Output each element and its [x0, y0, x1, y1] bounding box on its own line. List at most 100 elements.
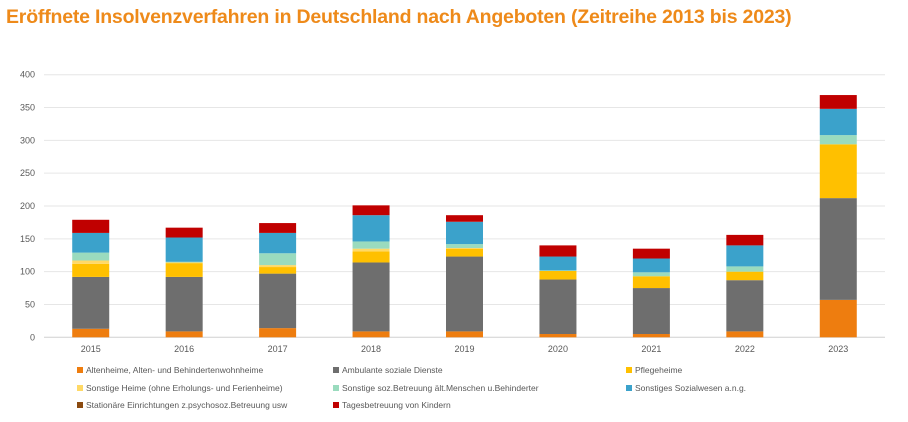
bar-segment: [352, 241, 390, 249]
legend-swatch: [626, 385, 632, 391]
bar-segment: [632, 276, 670, 289]
legend-item: Sonstige soz.Betreuung ält.Menschen u.Be…: [333, 383, 539, 393]
bar-segment: [72, 252, 110, 261]
bar-segment: [726, 280, 764, 332]
bar-segment: [165, 331, 203, 338]
bar-segment: [72, 263, 110, 277]
legend-item: Tagesbetreuung von Kindern: [333, 400, 451, 410]
bar-segment: [446, 248, 483, 257]
bar-segment: [819, 135, 857, 145]
bar-segment: [72, 328, 110, 338]
bar-segment: [726, 271, 764, 281]
legend-swatch: [77, 367, 83, 373]
bar-segment: [352, 262, 390, 332]
y-tick-label: 300: [20, 135, 35, 145]
legend-swatch: [77, 402, 83, 408]
bar-segment: [72, 219, 110, 233]
bar-segment: [632, 272, 670, 277]
bar-segment: [259, 267, 297, 274]
bar-segment: [819, 299, 857, 338]
y-tick-label: 0: [30, 332, 35, 342]
legend-item: Stationäre Einrichtungen z.psychosoz.Bet…: [77, 400, 287, 410]
bar-segment: [352, 331, 390, 338]
bar-segment: [352, 205, 390, 216]
x-tick-label: 2020: [548, 344, 568, 354]
legend: Altenheime, Alten- und Behindertenwohnhe…: [0, 360, 908, 420]
legend-label: Sonstige Heime (ohne Erholungs- und Feri…: [86, 383, 283, 393]
legend-item: Ambulante soziale Dienste: [333, 365, 443, 375]
legend-item: Pflegeheime: [626, 365, 682, 375]
legend-label: Sonstige soz.Betreuung ält.Menschen u.Be…: [342, 383, 539, 393]
legend-item: Sonstiges Sozialwesen a.n.g.: [626, 383, 746, 393]
bar-segment: [539, 279, 577, 335]
legend-label: Ambulante soziale Dienste: [342, 365, 443, 375]
bar-segment: [632, 248, 670, 259]
bar-segment: [539, 270, 577, 271]
bars: [72, 95, 857, 338]
bar-segment: [446, 331, 483, 338]
y-tick-label: 200: [20, 201, 35, 211]
bar-segment: [819, 198, 857, 300]
legend-swatch: [333, 402, 339, 408]
bar-segment: [632, 334, 670, 338]
bar-segment: [819, 144, 857, 199]
chart-title: Eröffnete Insolvenzverfahren in Deutschl…: [6, 6, 792, 28]
bar-segment: [352, 215, 390, 242]
legend-label: Sonstiges Sozialwesen a.n.g.: [635, 383, 747, 393]
bar-segment: [165, 227, 203, 238]
legend-label: Pflegeheime: [635, 365, 683, 375]
bar-segment: [539, 334, 577, 338]
x-axis-ticks: 2015 2016 2017 2018 2019 2020 2021 2022 2023: [81, 344, 849, 354]
x-tick-label: 2016: [174, 344, 194, 354]
legend-item: Altenheime, Alten- und Behindertenwohnhe…: [77, 365, 263, 375]
y-tick-label: 250: [20, 168, 35, 178]
x-tick-label: 2015: [81, 344, 101, 354]
bar-segment: [72, 232, 110, 253]
x-tick-label: 2019: [454, 344, 474, 354]
legend-label: Stationäre Einrichtungen z.psychosoz.Bet…: [86, 400, 288, 410]
legend-label: Altenheime, Alten- und Behindertenwohnhe…: [86, 365, 264, 375]
bar-segment: [726, 331, 764, 338]
bar-segment: [539, 256, 577, 271]
bar-segment: [632, 258, 670, 273]
bar-segment: [72, 260, 110, 264]
bar-segment: [819, 95, 857, 109]
bar-stack-2023: [819, 95, 857, 338]
y-tick-label: 350: [20, 103, 35, 113]
bar-segment: [726, 234, 764, 246]
bar-segment: [539, 245, 577, 257]
bar-stack-2022: [726, 234, 764, 338]
bar-stack-2021: [632, 248, 670, 338]
bar-segment: [726, 266, 764, 272]
bar-segment: [446, 248, 483, 249]
bar-segment: [165, 276, 203, 332]
x-tick-label: 2022: [735, 344, 755, 354]
bar-segment: [72, 276, 110, 329]
legend-swatch: [626, 367, 632, 373]
y-axis-ticks: 0 50 100 150 200 250 300 350 400: [20, 70, 35, 343]
bar-segment: [446, 221, 483, 245]
bar-segment: [259, 223, 297, 233]
bar-stack-2016: [165, 227, 203, 338]
x-tick-label: 2021: [641, 344, 661, 354]
legend-swatch: [333, 385, 339, 391]
y-tick-label: 100: [20, 267, 35, 277]
x-tick-label: 2017: [268, 344, 288, 354]
bar-segment: [632, 288, 670, 335]
x-tick-label: 2018: [361, 344, 381, 354]
legend-swatch: [77, 385, 83, 391]
bar-segment: [446, 244, 483, 249]
bar-segment: [352, 248, 390, 252]
bar-segment: [165, 261, 203, 263]
bar-segment: [539, 270, 577, 280]
bar-segment: [165, 263, 203, 277]
bar-stack-2015: [72, 219, 110, 338]
bar-segment: [446, 256, 483, 332]
bar-stack-2019: [446, 215, 483, 338]
bar-segment: [819, 108, 857, 136]
y-tick-label: 150: [20, 234, 35, 244]
bar-stack-2017: [259, 223, 297, 338]
legend-swatch: [333, 367, 339, 373]
bar-segment: [352, 251, 390, 263]
